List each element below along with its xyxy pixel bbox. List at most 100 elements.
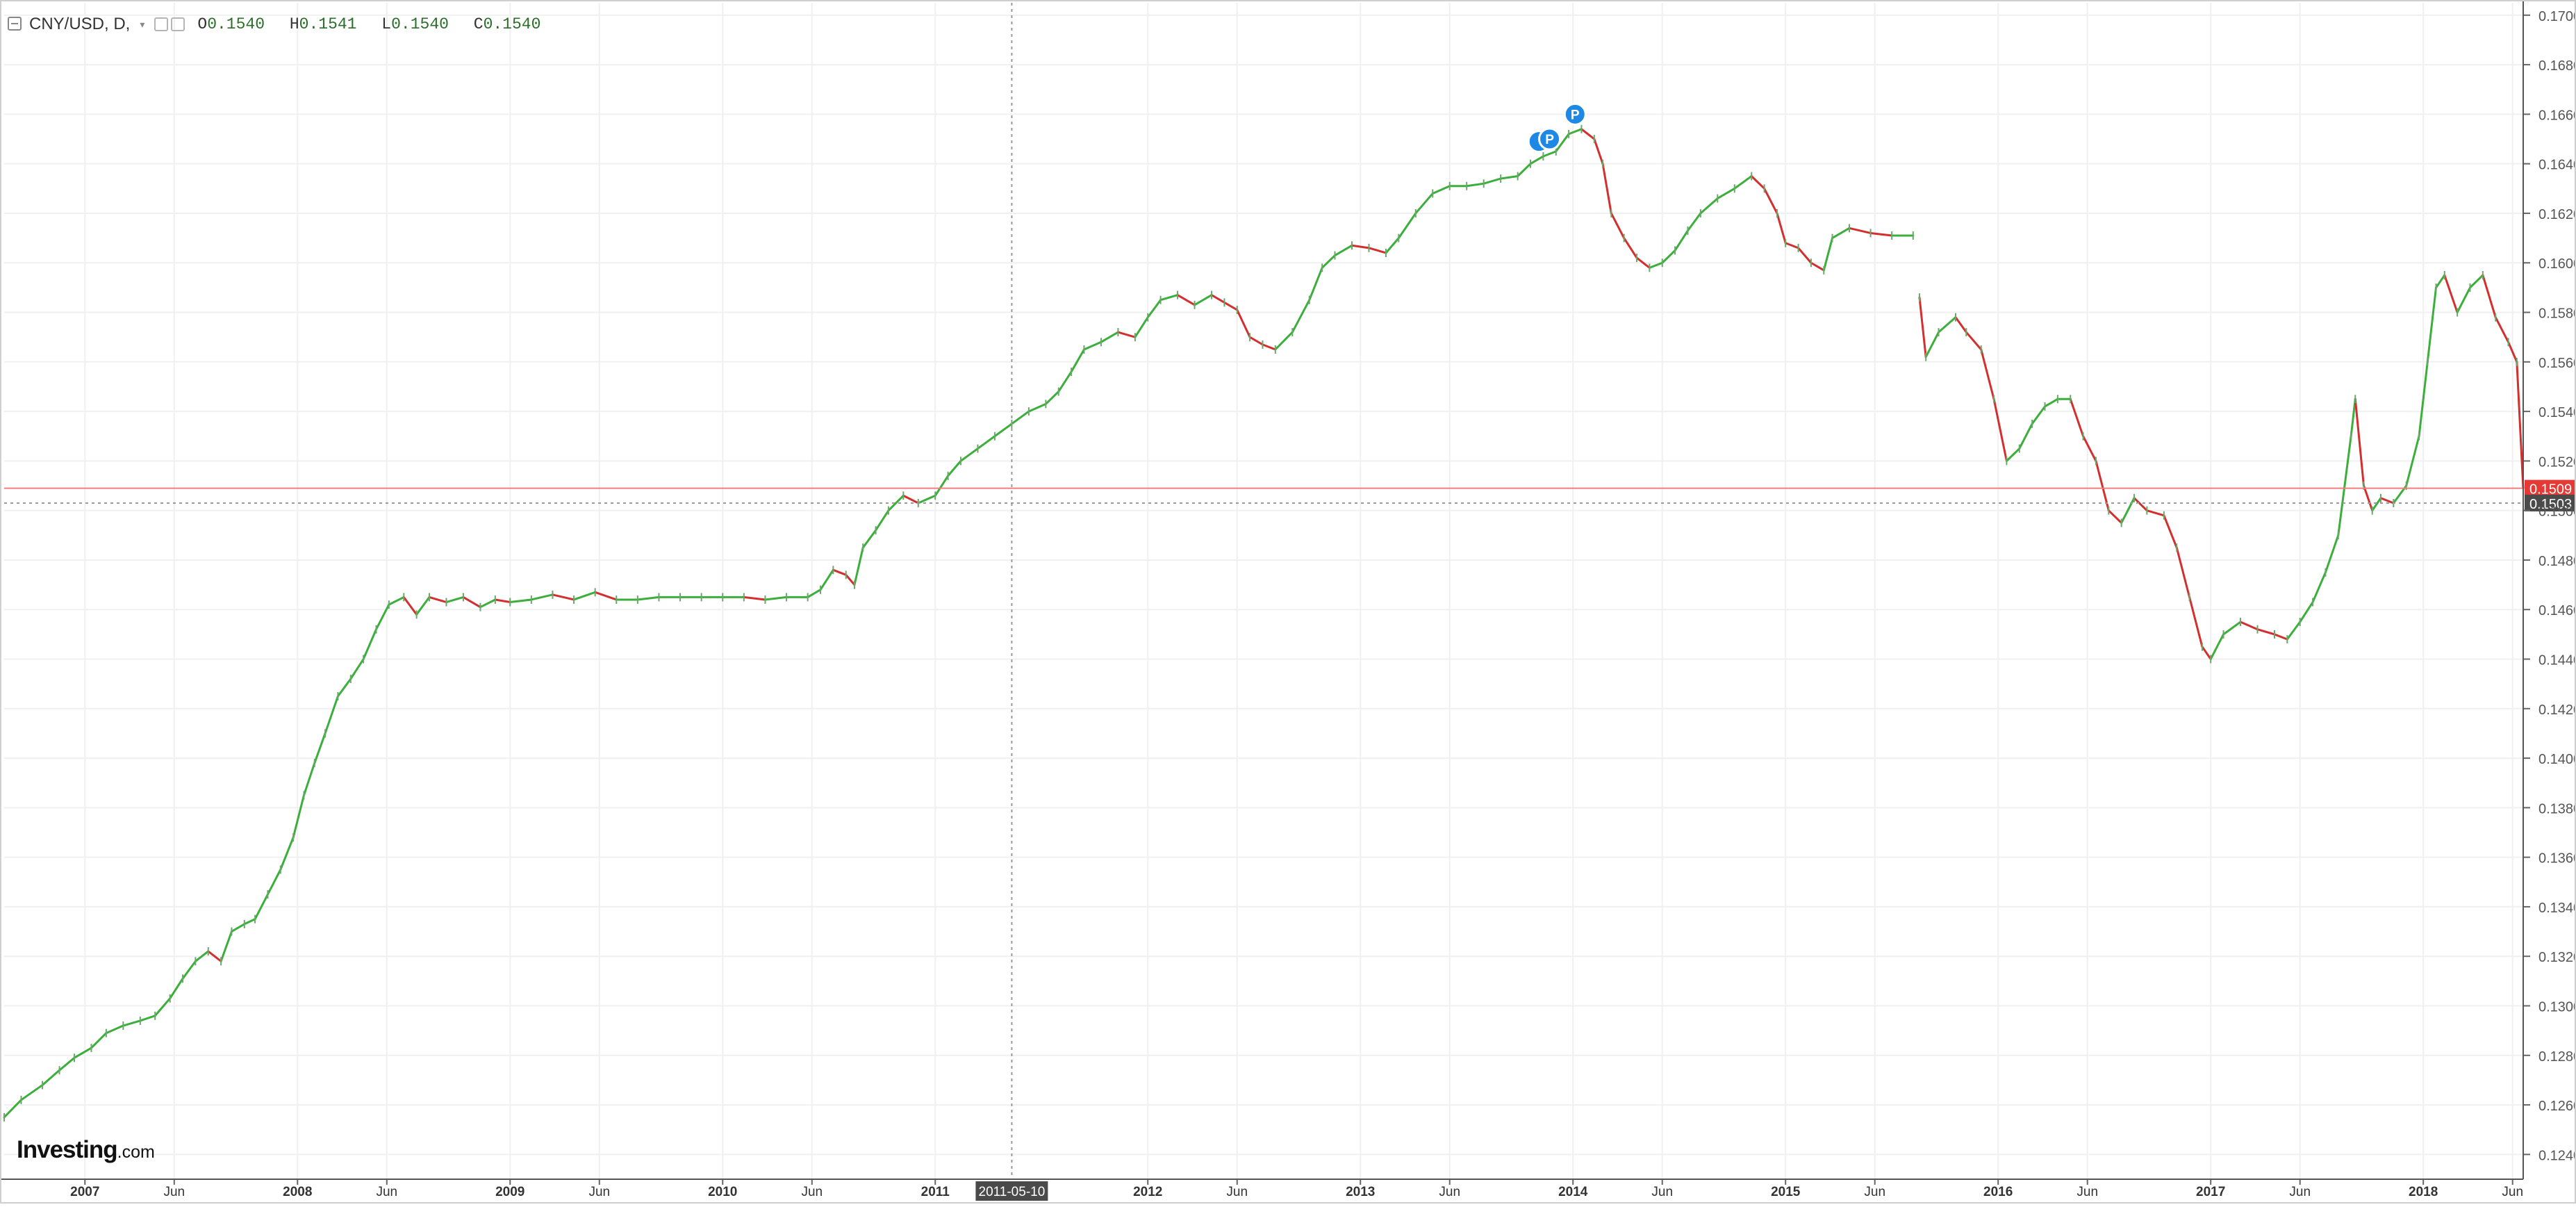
series-line-segment [1082, 340, 1103, 351]
legend: CNY/USD, D, ▾ O0.1540 H0.1541 L0.1540 C0… [29, 13, 540, 36]
x-tick-label: Jun [1651, 1185, 1673, 1199]
series-line-segment [1291, 299, 1311, 334]
x-tick-label: Jun [2289, 1185, 2311, 1199]
series-line-segment [807, 589, 822, 598]
event-marker-icon [1563, 102, 1587, 126]
collapse-icon[interactable] [8, 17, 22, 31]
series-line-segment [266, 868, 282, 896]
series-line-segment [154, 997, 172, 1017]
series-line-segment [2371, 497, 2382, 512]
series-line-segment [1784, 242, 1800, 249]
series-line-segment [2018, 422, 2033, 450]
x-tick-label: 2008 [283, 1185, 312, 1199]
series-line-segment [1623, 237, 1638, 259]
series-line-segment [207, 950, 222, 962]
series-line-segment [845, 573, 856, 586]
series-line-segment [279, 836, 295, 871]
series-line-segment [2209, 633, 2225, 661]
series-line-segment [402, 596, 418, 616]
series-line-segment [2443, 274, 2459, 314]
x-tick-label: 2017 [2196, 1185, 2225, 1199]
series-line-segment [2435, 274, 2446, 289]
legend-symbol[interactable]: CNY/USD, D, [29, 15, 131, 33]
series-line-segment [2069, 397, 2085, 438]
x-tick-label: Jun [588, 1185, 610, 1199]
x-tick-label: Jun [163, 1185, 185, 1199]
event-marker-label: P [1545, 133, 1554, 147]
series-line-segment [2273, 633, 2288, 641]
series-line-segment [861, 529, 877, 549]
series-line-segment [2482, 274, 2497, 319]
series-line-segment [551, 593, 575, 601]
series-line-segment [362, 628, 377, 661]
series-line-segment [2175, 546, 2191, 598]
series-line-segment [479, 598, 497, 609]
series-line-segment [19, 1084, 44, 1101]
series-line-segment [2201, 646, 2212, 661]
series-line-segment [959, 448, 979, 462]
series-line-segment [2354, 397, 2366, 487]
series-line-segment [1750, 174, 1766, 190]
series-line-segment [2188, 596, 2204, 648]
y-tick-label: 0.1700 [2538, 9, 2576, 24]
series-line-segment [324, 695, 339, 734]
series-line-segment [2005, 448, 2021, 462]
series-line-segment [462, 596, 481, 609]
x-tick-label: 2015 [1771, 1185, 1801, 1199]
y-tick-label: 0.1540 [2538, 405, 2576, 420]
series-line-segment [181, 960, 197, 980]
settings-icon[interactable] [154, 17, 169, 31]
series-line-segment [1848, 227, 1872, 234]
legend-ohlc: O0.1540 H0.1541 L0.1540 C0.1540 [197, 15, 540, 33]
series-line-segment [1134, 316, 1149, 338]
series-line-segment [1274, 331, 1294, 351]
series-line-segment [1822, 237, 1834, 272]
series-line-segment [2456, 286, 2472, 314]
series-line-segment [1236, 309, 1251, 338]
series-line-segment [3, 1099, 22, 1119]
series-line-segment [1159, 294, 1179, 302]
series-line-segment [530, 593, 554, 601]
close-icon[interactable] [171, 17, 185, 31]
series-line-segment [1716, 187, 1736, 200]
series-line-segment [1992, 397, 2008, 462]
last-price-tag [2525, 479, 2575, 497]
x-tick-label: 2009 [495, 1185, 525, 1199]
chevron-down-icon[interactable]: ▾ [140, 18, 145, 30]
x-tick-label: Jun [801, 1185, 823, 1199]
series-line-segment [2163, 514, 2178, 549]
series-line-segment [2031, 405, 2047, 425]
legend-close: C0.1540 [473, 15, 541, 33]
legend-open: O0.1540 [197, 15, 265, 33]
series-line-segment [2256, 628, 2276, 636]
series-line-segment [1027, 402, 1047, 413]
series-line-segment [2516, 361, 2525, 490]
series-line-segment [2507, 340, 2518, 363]
series-line-segment [1954, 316, 1967, 334]
x-tick-label: Jun [2077, 1185, 2098, 1199]
series-line-segment [1831, 227, 1851, 240]
series-line-segment [832, 568, 848, 576]
series-line-segment [2350, 397, 2356, 438]
series-line-segment [1763, 187, 1778, 215]
series-line-segment [2145, 509, 2165, 517]
x-tick-label: 2012 [1133, 1185, 1162, 1199]
series-line-segment [1965, 331, 1983, 351]
investing-logo: Investing.com [17, 1136, 155, 1163]
series-line-segment [230, 923, 246, 933]
series-line-segment [2239, 621, 2259, 631]
series-line-segment [572, 591, 597, 601]
series-line-segment [1210, 294, 1225, 304]
